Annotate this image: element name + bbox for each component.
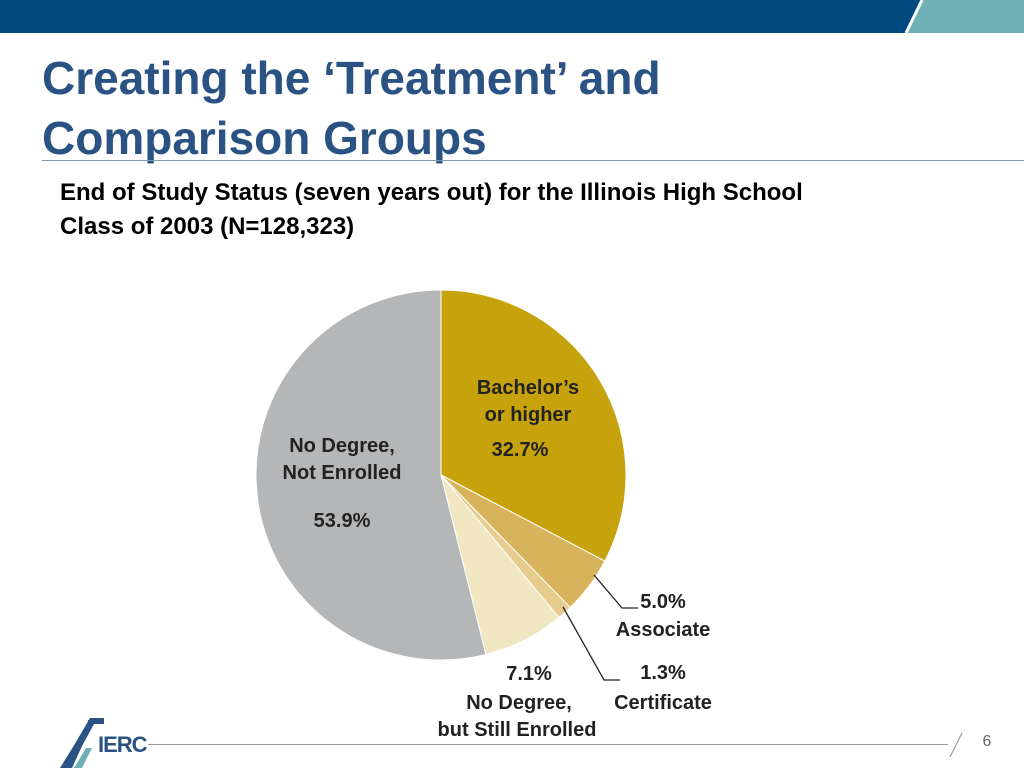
slice-label-not-enrolled: No Degree, Not Enrolled 53.9% bbox=[283, 435, 402, 532]
top-banner-accent bbox=[906, 0, 1024, 33]
page-title-line-2: Comparison Groups bbox=[42, 112, 487, 164]
pie-slice-bachelors bbox=[440, 289, 627, 562]
chart-title-line-2: Class of 2003 (N=128,323) bbox=[60, 213, 355, 240]
leader-line-associate bbox=[593, 574, 638, 609]
slice-value-not-enrolled: 53.9% bbox=[314, 510, 371, 532]
slice-label-bachelors: Bachelor’s or higher 32.7% bbox=[477, 377, 579, 461]
slice-label-not-enrolled-line-2: Not Enrolled bbox=[283, 462, 402, 484]
top-banner bbox=[0, 0, 1024, 33]
top-banner-dark bbox=[0, 0, 1024, 33]
chart-title: End of Study Status (seven years out) fo… bbox=[60, 176, 980, 244]
pie-slice-not-enrolled bbox=[255, 289, 487, 661]
ierc-logo-mark bbox=[60, 718, 104, 768]
footer-slash bbox=[949, 732, 963, 758]
ierc-logo-mark-inner bbox=[74, 748, 92, 768]
pie-slices bbox=[255, 289, 627, 661]
leader-lines bbox=[562, 574, 638, 681]
slice-value-still-enrolled: 7.1% bbox=[506, 663, 552, 685]
slice-value-associate: 5.0% bbox=[640, 591, 686, 613]
ierc-logo: IERC bbox=[60, 718, 148, 768]
slice-label-still-enrolled-line-2: but Still Enrolled bbox=[438, 719, 597, 741]
slice-label-certificate: 1.3% Certificate bbox=[614, 662, 712, 714]
leader-line-certificate bbox=[562, 606, 620, 681]
slice-label-bachelors-line-2: or higher bbox=[485, 404, 572, 426]
slice-value-certificate: 1.3% bbox=[640, 662, 686, 684]
footer-divider bbox=[148, 744, 948, 745]
title-divider bbox=[42, 160, 1024, 161]
chart-title-line-1: End of Study Status (seven years out) fo… bbox=[60, 179, 803, 206]
slice-label-associate: 5.0% Associate bbox=[616, 591, 711, 641]
page-title: Creating the ‘Treatment’ and Comparison … bbox=[42, 48, 942, 168]
top-banner-accent-edge bbox=[904, 0, 924, 33]
slice-label-bachelors-line-1: Bachelor’s bbox=[477, 377, 579, 399]
slice-label-certificate-line-1: Certificate bbox=[614, 692, 712, 714]
slice-label-not-enrolled-line-1: No Degree, bbox=[289, 435, 395, 457]
ierc-logo-text: IERC bbox=[98, 732, 148, 757]
slice-value-bachelors: 32.7% bbox=[492, 439, 549, 461]
page-number: 6 bbox=[982, 733, 992, 750]
slice-label-still-enrolled: 7.1% No Degree, but Still Enrolled bbox=[438, 663, 597, 741]
page-title-line-1: Creating the ‘Treatment’ and bbox=[42, 52, 661, 104]
slice-label-associate-line-1: Associate bbox=[616, 619, 711, 641]
slice-label-still-enrolled-line-1: No Degree, bbox=[466, 692, 572, 714]
